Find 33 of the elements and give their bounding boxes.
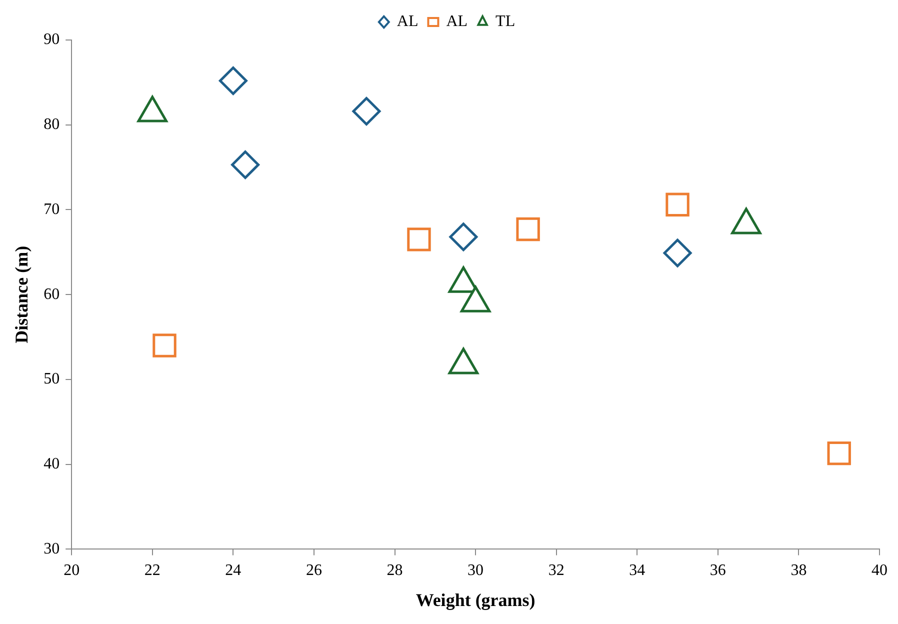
x-tick-label: 40 xyxy=(872,562,888,580)
x-tick-label: 20 xyxy=(64,562,80,580)
point xyxy=(407,228,431,252)
point xyxy=(152,334,176,358)
y-tick-label: 50 xyxy=(44,370,60,388)
y-tick-label: 60 xyxy=(44,286,60,303)
point xyxy=(666,192,690,216)
x-tick-label: 32 xyxy=(548,562,564,580)
legend-label: TL xyxy=(496,13,516,30)
y-axis-title: Distance (m) xyxy=(11,246,32,344)
x-tick-label: 24 xyxy=(225,562,242,580)
point xyxy=(663,238,692,268)
point xyxy=(231,150,260,180)
point xyxy=(218,66,248,95)
x-tick-label: 30 xyxy=(468,562,484,580)
y-tick-label: 70 xyxy=(44,200,60,218)
x-tick-label: 26 xyxy=(306,562,322,580)
y-tick-label: 80 xyxy=(44,116,60,134)
x-tick-label: 28 xyxy=(386,562,403,580)
point xyxy=(516,217,540,242)
y-tick-label: 40 xyxy=(44,456,60,473)
x-tick-label: 38 xyxy=(790,562,807,580)
x-tick-label: 36 xyxy=(710,562,726,580)
point xyxy=(352,97,381,126)
legend-label: AL xyxy=(396,13,418,30)
x-tick-label: 34 xyxy=(629,562,646,580)
x-tick-label: 22 xyxy=(144,562,160,580)
point xyxy=(827,441,851,466)
legend-label: AL xyxy=(446,13,468,30)
y-tick-label: 30 xyxy=(44,540,60,558)
y-tick-label: 90 xyxy=(44,31,60,48)
point xyxy=(449,222,478,252)
x-axis-title: Weight (grams) xyxy=(416,590,536,610)
